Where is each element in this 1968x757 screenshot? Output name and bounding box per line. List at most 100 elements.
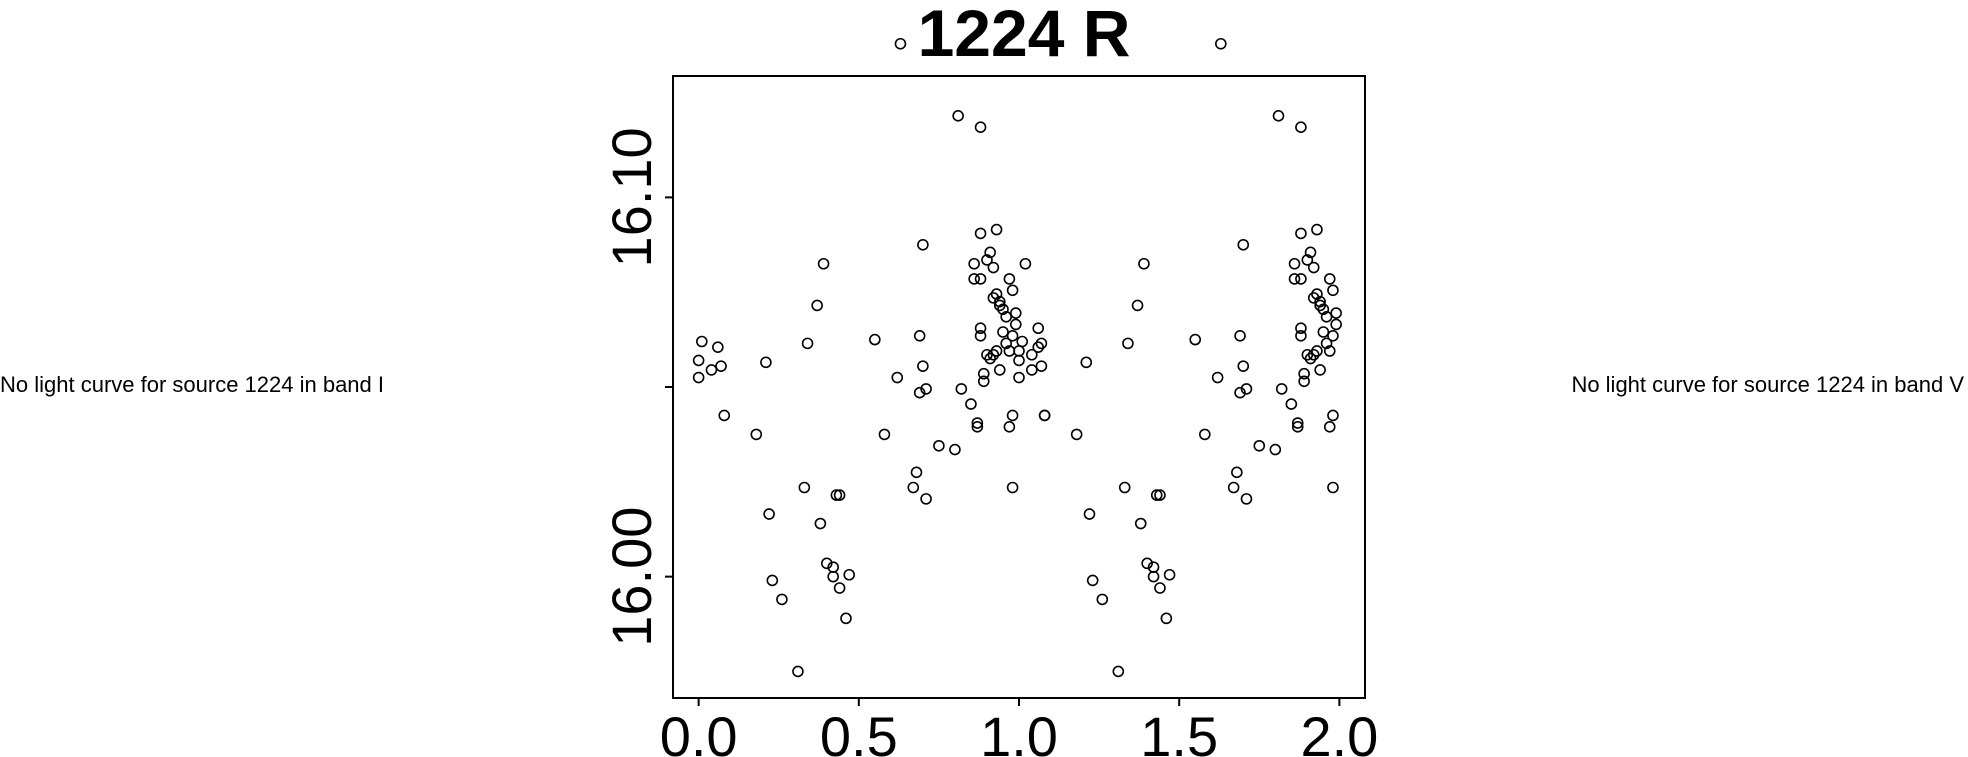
data-point [1003,273,1016,285]
data-point [820,557,833,570]
data-point [984,352,996,365]
data-point [1026,364,1038,376]
data-point [712,341,724,353]
data-point [801,337,814,350]
data-point [1295,121,1307,134]
data-point [1298,375,1310,388]
data-point [692,371,705,384]
data-point [1269,443,1282,456]
data-point [1032,341,1045,353]
data-point [1000,337,1012,350]
data-point [1016,335,1029,348]
data-point [993,299,1006,312]
data-point [1330,318,1342,331]
data-point [1013,371,1025,384]
data-point [990,223,1003,236]
data-point [1323,421,1336,433]
data-point [1237,238,1250,251]
data-point [766,574,779,587]
data-point [993,295,1006,308]
data-point [1314,299,1326,312]
data-point [971,421,984,433]
data-point [981,254,993,266]
data-point [1237,360,1250,372]
data-point [1199,428,1211,441]
data-point [1301,348,1314,361]
data-point [833,582,846,594]
data-point [1141,557,1153,570]
data-point [1307,292,1320,304]
data-point [1320,311,1333,323]
data-point [974,273,987,285]
data-point [984,246,996,259]
data-point [1323,345,1336,357]
data-point [977,367,990,380]
data-point [997,303,1009,316]
data-point [1009,307,1022,319]
data-point [1317,326,1330,338]
data-point [1307,261,1320,274]
data-point [830,489,843,501]
data-point [1327,329,1339,342]
data-point [1304,352,1317,365]
data-point [1035,337,1048,350]
data-point [718,409,731,422]
data-point [1330,307,1342,319]
data-point [814,517,827,530]
data-point [1240,383,1253,395]
data-point [833,489,846,501]
data-points [692,37,1342,678]
data-point [907,481,920,494]
data-point [1288,257,1301,270]
data-point [917,238,929,251]
data-point [997,326,1009,338]
data-point [1291,421,1304,433]
data-point [1134,517,1147,530]
data-point [763,508,775,520]
data-point [1006,329,1019,342]
y-axis: 16.00 16.10 [600,127,674,647]
data-point [1035,360,1048,372]
data-point [1327,481,1339,494]
data-point [1038,409,1051,422]
data-point [1295,322,1307,335]
x-tick-label: 2.0 [1300,705,1378,757]
data-point [1070,428,1083,441]
data-point [1317,303,1330,316]
data-point [798,481,811,494]
data-point [760,356,772,369]
data-point [1320,337,1333,350]
data-point [894,37,907,50]
data-point [705,364,718,376]
data-point [696,335,708,348]
data-point [1086,574,1099,587]
data-point [955,383,968,395]
data-point [1131,299,1144,312]
data-point [1080,356,1093,369]
data-point [1006,284,1019,297]
data-point [1215,37,1227,50]
data-point [1013,345,1025,357]
data-point [1234,329,1246,342]
data-point [1295,273,1307,285]
data-point [987,261,1000,274]
data-point [1327,284,1339,297]
data-point [1272,110,1285,122]
data-point [1227,481,1240,494]
data-point [1240,493,1253,505]
data-point [920,383,932,395]
data-point [917,360,929,372]
data-point [1083,508,1096,520]
data-point [913,329,926,342]
data-point [1122,337,1134,350]
data-point [981,348,993,361]
x-tick-label: 1.5 [1140,705,1218,757]
data-point [843,568,856,581]
data-point [1288,273,1301,285]
data-point [1138,257,1150,270]
data-point [1231,466,1243,479]
data-point [1032,322,1045,335]
x-tick-label: 0.0 [660,705,738,757]
data-point [971,417,984,429]
